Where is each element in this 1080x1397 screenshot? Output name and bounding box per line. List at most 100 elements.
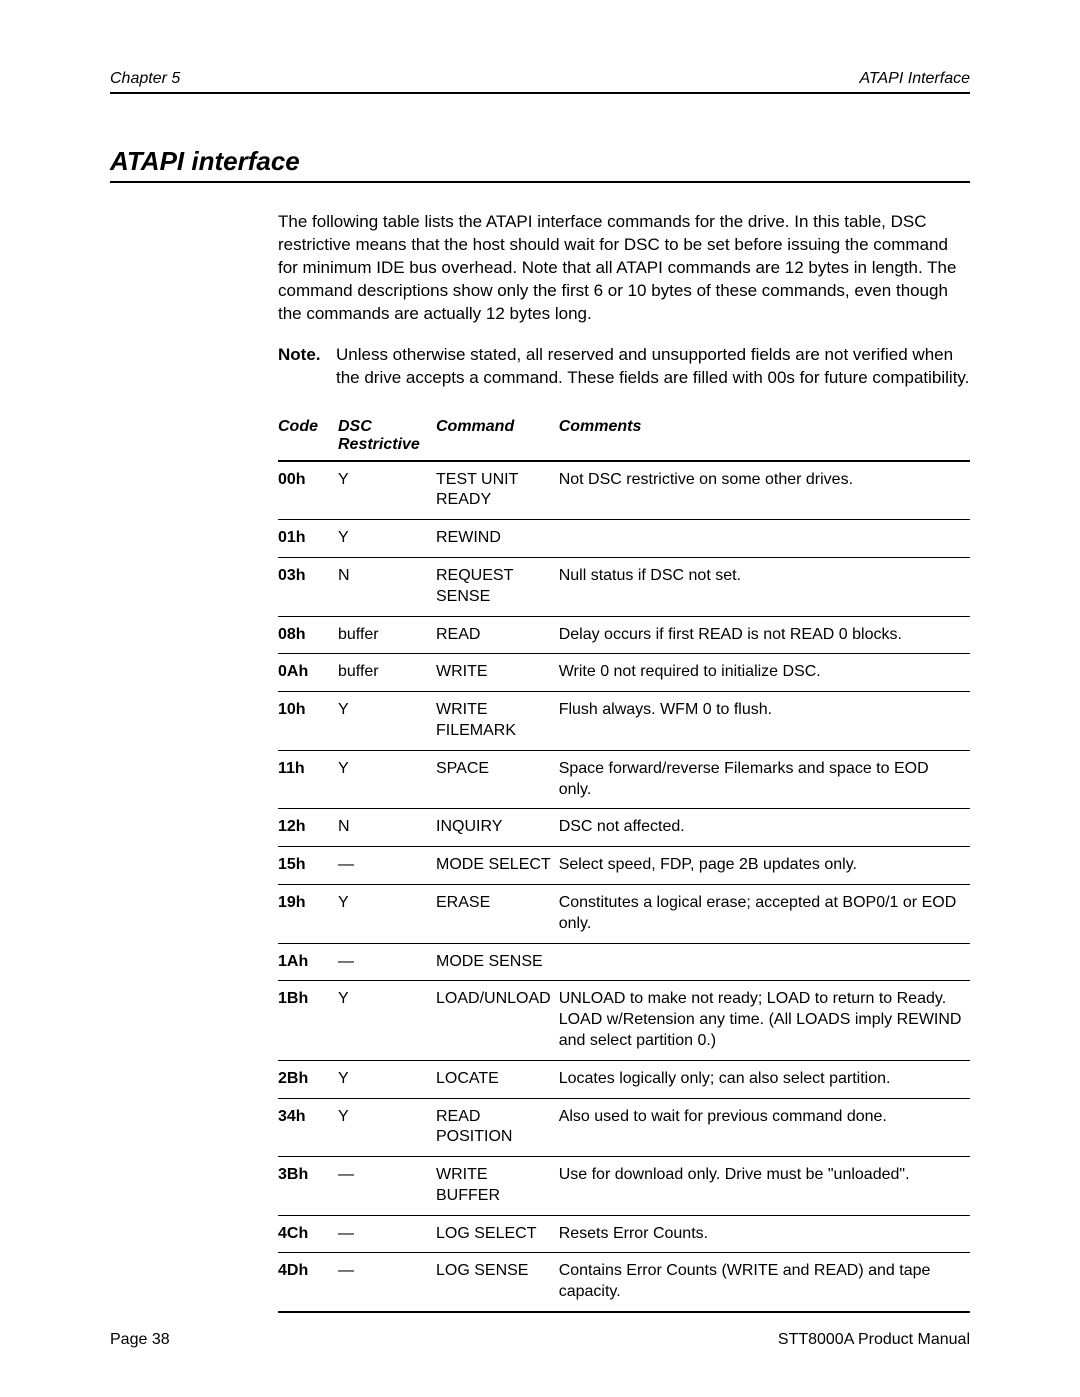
cell-code: 0Ah — [278, 654, 338, 692]
table-row: 0AhbufferWRITEWrite 0 not required to in… — [278, 654, 970, 692]
cell-command: MODE SENSE — [436, 943, 559, 981]
th-comments: Comments — [559, 412, 970, 461]
cell-command: READ — [436, 616, 559, 654]
cell-comments — [559, 943, 970, 981]
cell-code: 15h — [278, 847, 338, 885]
cell-comments — [559, 520, 970, 558]
cell-command: ERASE — [436, 884, 559, 943]
table-row: 00hYTEST UNIT READYNot DSC restrictive o… — [278, 461, 970, 520]
cell-comments: Flush always. WFM 0 to flush. — [559, 692, 970, 751]
cell-comments: Use for download only. Drive must be "un… — [559, 1157, 970, 1216]
cell-code: 4Dh — [278, 1253, 338, 1312]
cell-dsc: buffer — [338, 654, 436, 692]
cell-dsc: Y — [338, 981, 436, 1060]
header-left: Chapter 5 — [110, 70, 180, 88]
table-header-row: Code DSC Restrictive Command Comments — [278, 412, 970, 461]
cell-code: 19h — [278, 884, 338, 943]
table-row: 15h—MODE SELECTSelect speed, FDP, page 2… — [278, 847, 970, 885]
cell-code: 11h — [278, 750, 338, 809]
cell-comments: Constitutes a logical erase; accepted at… — [559, 884, 970, 943]
cell-comments: Also used to wait for previous command d… — [559, 1098, 970, 1157]
table-row: 10hYWRITE FILEMARKFlush always. WFM 0 to… — [278, 692, 970, 751]
cell-dsc: — — [338, 1253, 436, 1312]
section-title: ATAPI interface — [110, 146, 970, 183]
table-row: 34hYREAD POSITIONAlso used to wait for p… — [278, 1098, 970, 1157]
cell-dsc: Y — [338, 520, 436, 558]
page-container: Chapter 5 ATAPI Interface ATAPI interfac… — [0, 0, 1080, 1397]
table-row: 12hNINQUIRYDSC not affected. — [278, 809, 970, 847]
cell-comments: Null status if DSC not set. — [559, 557, 970, 616]
header-right: ATAPI Interface — [859, 70, 970, 88]
cell-dsc: N — [338, 809, 436, 847]
cell-dsc: — — [338, 1215, 436, 1253]
cell-code: 12h — [278, 809, 338, 847]
cell-code: 08h — [278, 616, 338, 654]
cell-code: 1Bh — [278, 981, 338, 1060]
note-label: Note. — [278, 344, 336, 390]
cell-command: LOCATE — [436, 1060, 559, 1098]
cell-code: 00h — [278, 461, 338, 520]
cell-dsc: — — [338, 1157, 436, 1216]
cell-command: WRITE BUFFER — [436, 1157, 559, 1216]
th-dsc: DSC Restrictive — [338, 412, 436, 461]
table-row: 03hNREQUEST SENSENull status if DSC not … — [278, 557, 970, 616]
cell-command: WRITE FILEMARK — [436, 692, 559, 751]
note-block: Note. Unless otherwise stated, all reser… — [278, 344, 970, 390]
cell-code: 4Ch — [278, 1215, 338, 1253]
note-text: Unless otherwise stated, all reserved an… — [336, 344, 970, 390]
cell-dsc: Y — [338, 692, 436, 751]
table-row: 11hYSPACESpace forward/reverse Filemarks… — [278, 750, 970, 809]
footer-left: Page 38 — [110, 1331, 170, 1349]
th-command: Command — [436, 412, 559, 461]
table-row: 2BhYLOCATELocates logically only; can al… — [278, 1060, 970, 1098]
cell-dsc: Y — [338, 1098, 436, 1157]
footer-right: STT8000A Product Manual — [778, 1331, 970, 1349]
intro-paragraph: The following table lists the ATAPI inte… — [278, 211, 970, 326]
cell-command: LOG SENSE — [436, 1253, 559, 1312]
cell-command: INQUIRY — [436, 809, 559, 847]
cell-dsc: N — [338, 557, 436, 616]
table-row: 08hbufferREADDelay occurs if first READ … — [278, 616, 970, 654]
cell-comments: Resets Error Counts. — [559, 1215, 970, 1253]
command-table: Code DSC Restrictive Command Comments 00… — [278, 412, 970, 1314]
cell-dsc: Y — [338, 750, 436, 809]
cell-code: 10h — [278, 692, 338, 751]
cell-command: WRITE — [436, 654, 559, 692]
cell-code: 01h — [278, 520, 338, 558]
cell-dsc: — — [338, 943, 436, 981]
cell-code: 1Ah — [278, 943, 338, 981]
cell-command: REQUEST SENSE — [436, 557, 559, 616]
cell-comments: Contains Error Counts (WRITE and READ) a… — [559, 1253, 970, 1312]
cell-command: MODE SELECT — [436, 847, 559, 885]
cell-code: 2Bh — [278, 1060, 338, 1098]
cell-code: 3Bh — [278, 1157, 338, 1216]
cell-command: LOAD/UNLOAD — [436, 981, 559, 1060]
cell-comments: Delay occurs if first READ is not READ 0… — [559, 616, 970, 654]
cell-comments: Select speed, FDP, page 2B updates only. — [559, 847, 970, 885]
table-row: 3Bh—WRITE BUFFERUse for download only. D… — [278, 1157, 970, 1216]
cell-comments: UNLOAD to make not ready; LOAD to return… — [559, 981, 970, 1060]
th-code: Code — [278, 412, 338, 461]
cell-command: TEST UNIT READY — [436, 461, 559, 520]
cell-command: READ POSITION — [436, 1098, 559, 1157]
table-row: 1BhYLOAD/UNLOADUNLOAD to make not ready;… — [278, 981, 970, 1060]
content-block: The following table lists the ATAPI inte… — [110, 211, 970, 1313]
cell-comments: Not DSC restrictive on some other drives… — [559, 461, 970, 520]
cell-comments: DSC not affected. — [559, 809, 970, 847]
table-row: 1Ah—MODE SENSE — [278, 943, 970, 981]
cell-comments: Write 0 not required to initialize DSC. — [559, 654, 970, 692]
cell-comments: Space forward/reverse Filemarks and spac… — [559, 750, 970, 809]
cell-command: SPACE — [436, 750, 559, 809]
cell-command: LOG SELECT — [436, 1215, 559, 1253]
table-row: 01hYREWIND — [278, 520, 970, 558]
cell-command: REWIND — [436, 520, 559, 558]
cell-code: 03h — [278, 557, 338, 616]
table-row: 4Ch—LOG SELECTResets Error Counts. — [278, 1215, 970, 1253]
table-row: 4Dh—LOG SENSEContains Error Counts (WRIT… — [278, 1253, 970, 1312]
page-footer: Page 38 STT8000A Product Manual — [110, 1331, 970, 1349]
cell-dsc: Y — [338, 1060, 436, 1098]
cell-code: 34h — [278, 1098, 338, 1157]
page-header: Chapter 5 ATAPI Interface — [110, 70, 970, 94]
table-row: 19hYERASEConstitutes a logical erase; ac… — [278, 884, 970, 943]
cell-dsc: Y — [338, 461, 436, 520]
